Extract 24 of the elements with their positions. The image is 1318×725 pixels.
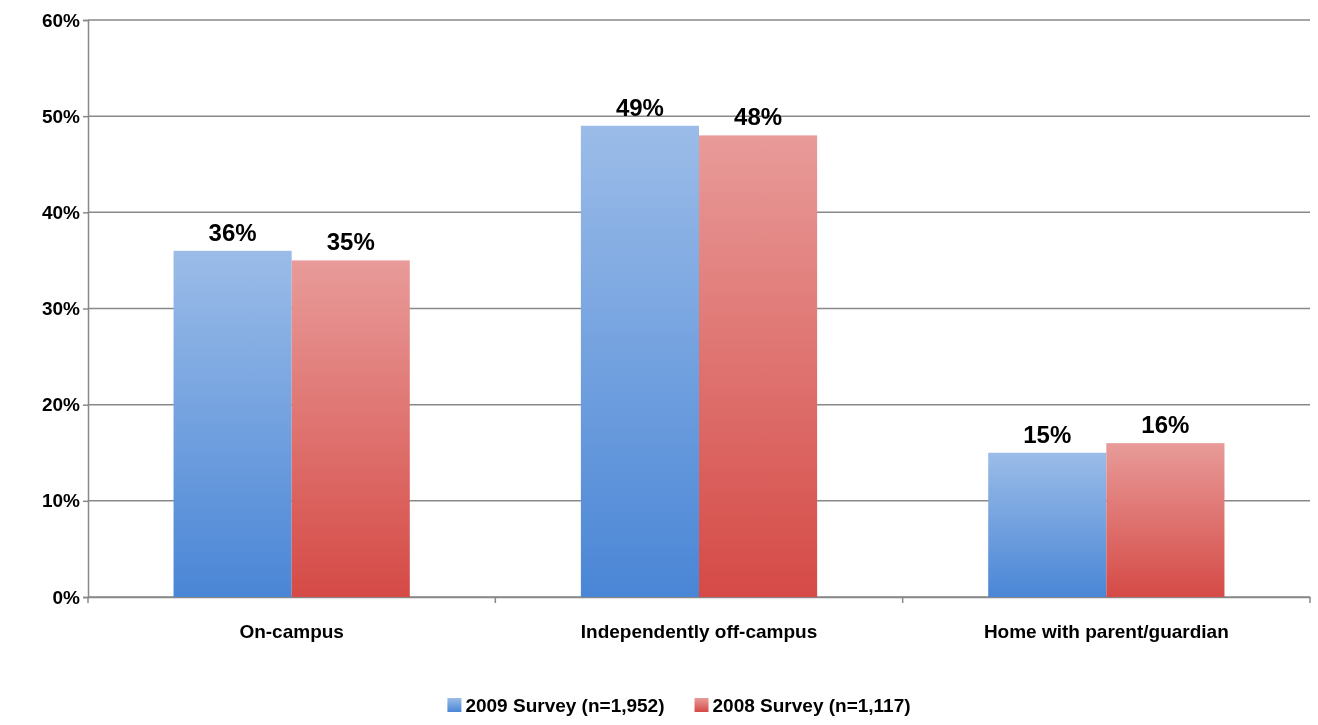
bar (1106, 443, 1225, 597)
y-tick-label: 50% (41, 105, 81, 127)
data-label: 35% (326, 228, 375, 256)
x-tick-label: Independently off-campus (580, 621, 818, 643)
data-label: 48% (734, 103, 783, 131)
bar (699, 135, 818, 597)
data-label: 16% (1141, 411, 1190, 439)
y-tick-label: 10% (41, 490, 81, 512)
x-tick-label: Home with parent/guardian (983, 621, 1229, 643)
y-tick-label: 20% (41, 394, 81, 416)
legend-label: 2009 Survey (n=1,952) (465, 695, 665, 716)
bar (580, 125, 699, 597)
x-tick-label: On-campus (239, 621, 344, 643)
data-label: 15% (1023, 420, 1072, 448)
y-tick-label: 0% (52, 586, 81, 608)
y-tick-label: 40% (41, 201, 81, 223)
bar (988, 452, 1107, 597)
y-tick-label: 30% (41, 298, 81, 320)
bar (291, 260, 410, 597)
data-label: 36% (208, 218, 257, 246)
data-label: 49% (615, 93, 664, 121)
bar (173, 250, 292, 597)
y-tick-label: 60% (41, 9, 81, 31)
legend-label: 2008 Survey (n=1,117) (712, 695, 911, 716)
